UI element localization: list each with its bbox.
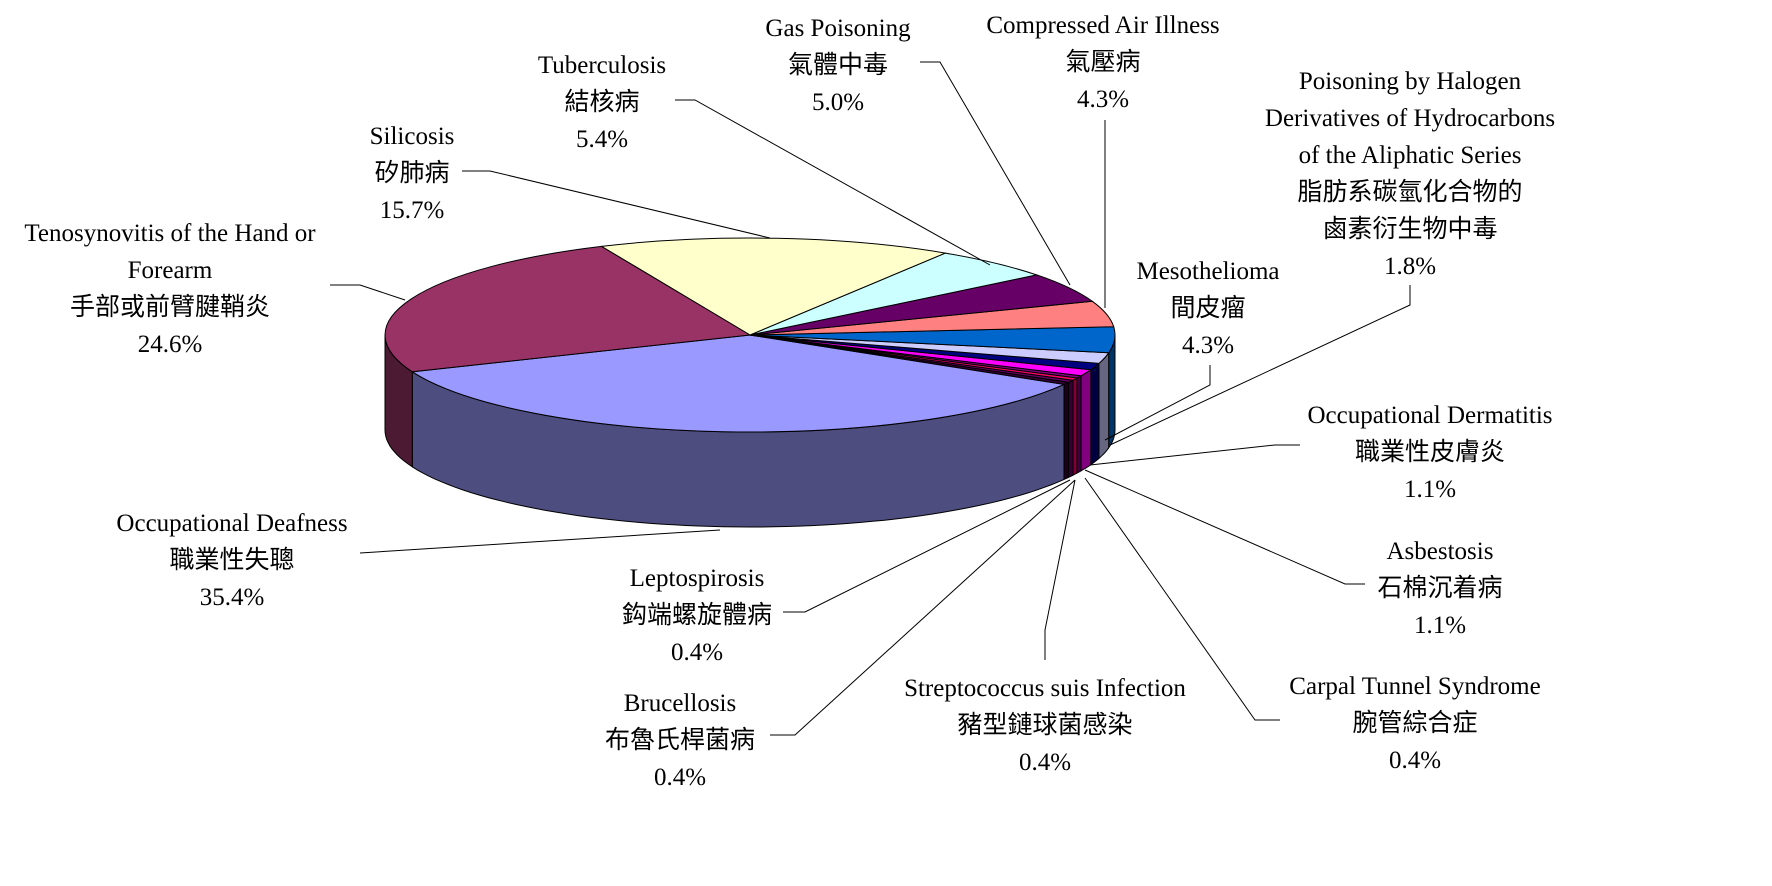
label-name: Leptospirosis	[629, 565, 765, 592]
label-name-zh: 結核病	[564, 89, 640, 116]
label-name: Silicosis	[369, 123, 455, 150]
slice-side	[1076, 374, 1082, 474]
slice-label: Carpal Tunnel Syndrome 腕管綜合症 0.4%	[1289, 668, 1540, 779]
label-name-zh: 氣壓病	[1065, 49, 1141, 76]
slice-label: Silicosis 矽肺病 15.7%	[370, 118, 455, 229]
label-name: Compressed Air Illness	[986, 12, 1220, 39]
data-label: 0.4%	[1018, 749, 1072, 776]
data-label: 15.7%	[379, 197, 445, 224]
leader-line	[920, 61, 1071, 286]
data-label: 1.1%	[1403, 476, 1457, 503]
leader-line	[1109, 285, 1411, 446]
slice-label: Tenosynovitis of the Hand or Forearm 手部或前…	[8, 215, 333, 363]
slice-label: Asbestosis 石棉沉着病 1.1%	[1377, 533, 1502, 644]
label-name-zh: 鈎端螺旋體病	[621, 602, 773, 629]
slice-label: Gas Poisoning 氣體中毒 5.0%	[765, 10, 910, 121]
leader-line	[1089, 444, 1300, 466]
leader-line	[675, 99, 991, 266]
leader-line	[770, 479, 1076, 736]
slice-label: Occupational Dermatitis 職業性皮膚炎 1.1%	[1307, 397, 1552, 508]
data-label: 5.0%	[811, 89, 865, 116]
label-name: Tuberculosis	[537, 52, 667, 79]
data-label: 0.4%	[653, 764, 707, 791]
label-name: Gas Poisoning	[765, 15, 911, 42]
label-name-zh: 氣體中毒	[787, 52, 888, 79]
label-name-zh: 矽肺病	[374, 160, 450, 187]
label-name-zh: 間皮瘤	[1170, 295, 1246, 322]
data-label: 1.1%	[1413, 612, 1467, 639]
slice-label: Poisoning by Halogen Derivatives of Hydr…	[1255, 63, 1565, 285]
slice-side	[1098, 351, 1110, 460]
slice-side	[1068, 379, 1074, 479]
label-name-zh: 手部或前臂腱鞘炎	[69, 294, 270, 321]
slice	[384, 245, 752, 373]
label-name: Poisoning by Halogen Derivatives of Hydr…	[1264, 68, 1556, 169]
leader-line	[330, 284, 406, 301]
data-label: 35.4%	[199, 584, 265, 611]
data-label: 5.4%	[575, 126, 629, 153]
slice-side	[1072, 377, 1078, 477]
leader-line	[783, 479, 1071, 613]
label-name-zh: 石棉沉着病	[1377, 575, 1503, 602]
label-name: Occupational Deafness	[116, 510, 348, 537]
slice-label: Tuberculosis 結核病 5.4%	[538, 47, 666, 158]
data-label: 4.3%	[1076, 86, 1130, 113]
label-name-zh: 職業性皮膚炎	[1354, 439, 1505, 466]
data-label: 24.6%	[137, 331, 203, 358]
label-name: Tenosynovitis of the Hand or Forearm	[24, 220, 316, 284]
label-name-zh: 布魯氏桿菌病	[604, 727, 756, 754]
leader-line	[1084, 477, 1280, 721]
label-name: Streptococcus suis Infection	[904, 675, 1186, 702]
data-label: 0.4%	[670, 639, 724, 666]
slice-label: Brucellosis 布魯氏桿菌病 0.4%	[605, 685, 755, 796]
slice-side	[1063, 381, 1070, 481]
leader-line	[462, 170, 771, 239]
slice-label: Leptospirosis 鈎端螺旋體病 0.4%	[622, 560, 772, 671]
label-name: Asbestosis	[1386, 538, 1494, 565]
leader-line	[359, 529, 721, 554]
label-name: Brucellosis	[623, 690, 737, 717]
slice-label: Streptococcus suis Infection 豬型鏈球菌感染 0.4%	[904, 670, 1186, 781]
slice-label: Mesothelioma 間皮瘤 4.3%	[1136, 253, 1279, 364]
leader-line	[1044, 479, 1076, 660]
leader-line	[1104, 365, 1211, 441]
slice-side	[1090, 362, 1100, 466]
slice-side	[1080, 368, 1092, 472]
label-name: Carpal Tunnel Syndrome	[1289, 673, 1541, 700]
label-name-zh: 脂肪系碳氫化合物的鹵素衍生物中毒	[1297, 179, 1523, 243]
data-label: 0.4%	[1388, 747, 1442, 774]
slice	[599, 237, 948, 336]
label-name: Occupational Dermatitis	[1307, 402, 1553, 429]
label-name: Mesothelioma	[1136, 258, 1280, 285]
data-label: 4.3%	[1181, 332, 1235, 359]
leader-line	[1084, 469, 1365, 585]
slice-label: Occupational Deafness 職業性失聰 35.4%	[116, 505, 347, 616]
slice-label: Compressed Air Illness 氣壓病 4.3%	[986, 7, 1219, 118]
label-name-zh: 豬型鏈球菌感染	[957, 712, 1133, 739]
label-name-zh: 職業性失聰	[169, 547, 295, 574]
data-label: 1.8%	[1383, 253, 1437, 280]
label-name-zh: 腕管綜合症	[1352, 710, 1478, 737]
